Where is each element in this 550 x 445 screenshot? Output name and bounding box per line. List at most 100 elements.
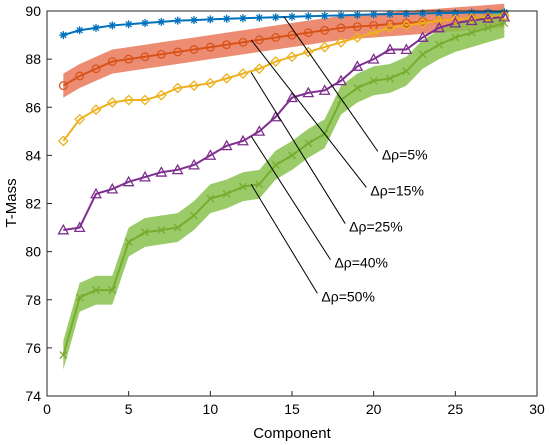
point-50 [108,286,117,295]
point-50 [402,67,411,76]
point-25 [221,72,233,84]
point-40 [335,74,347,86]
point-40 [220,139,233,151]
x-tick-label: 10 [203,401,219,417]
point-5 [467,8,476,17]
point-40 [367,52,380,64]
point-40 [318,84,331,95]
point-25 [270,56,282,67]
point-40 [155,166,168,177]
annotation-leader-25 [250,72,346,224]
point-40 [73,221,86,233]
line-40 [63,16,505,231]
x-tick-label: 15 [284,401,300,417]
annotation-label-5: Δρ=5% [382,146,428,162]
point-50 [255,180,264,189]
point-25 [302,46,314,58]
point-5 [288,12,296,21]
point-25 [204,77,216,89]
point-50 [92,286,100,295]
x-axis-label: Component [253,425,331,442]
point-50 [353,84,362,92]
x-axis-ticks: 0 5 10 15 20 25 30 [43,391,545,417]
point-25 [286,51,298,63]
point-25 [368,27,380,39]
point-40 [384,43,396,54]
y-tick-label: 80 [25,244,41,260]
annotation-label-50: Δρ=50% [321,288,375,304]
point-50 [124,238,133,246]
point-25 [351,32,363,43]
point-50 [239,182,247,191]
point-40 [286,91,298,103]
point-40 [237,134,249,146]
point-5 [386,10,394,19]
point-5 [173,16,182,25]
y-tick-label: 74 [25,388,41,404]
point-15 [91,64,101,74]
point-40 [106,182,119,194]
x-tick-label: 5 [125,401,133,417]
point-5 [271,13,280,22]
annotation-label-40: Δρ=40% [334,255,388,271]
line-50 [62,22,505,356]
point-50 [467,28,476,37]
point-5 [75,26,84,35]
point-40 [498,10,511,22]
annotation-label-15: Δρ=15% [370,182,424,198]
point-5 [255,13,264,22]
point-5 [124,20,133,29]
point-15 [352,22,362,32]
y-tick-label: 78 [25,292,41,308]
y-tick-label: 76 [25,340,41,356]
point-40 [139,170,151,182]
point-15 [124,54,134,64]
point-40 [416,31,429,42]
point-5 [206,15,215,24]
point-15 [173,47,183,57]
point-50 [386,74,394,83]
point-15 [385,19,395,29]
point-40 [122,175,135,187]
point-50 [484,23,492,32]
point-40 [171,163,184,175]
point-5 [92,23,100,32]
point-5 [239,14,247,23]
point-50 [190,211,198,220]
point-50 [59,351,68,360]
annotation-leader-40 [250,135,331,260]
point-15 [254,35,264,45]
point-50 [222,189,231,198]
point-5 [402,9,411,18]
point-5 [369,10,378,19]
annotations: Δρ=5% Δρ=15% Δρ=25% Δρ=40% Δρ=50% [250,16,428,304]
point-5 [108,21,117,30]
annotation-leader-15 [250,39,367,188]
point-40 [465,14,478,26]
point-15 [271,33,281,42]
point-25 [384,22,396,34]
y-axis-ticks: 74 76 78 80 82 84 86 88 90 [25,3,52,404]
point-50 [75,293,84,302]
point-25 [106,97,118,108]
y-axis-label: T-Mass [3,178,20,227]
point-15 [287,30,297,40]
point-50 [451,33,460,42]
point-50 [288,151,296,160]
x-tick-label: 30 [529,401,545,417]
point-15 [189,45,199,54]
annotation-leader-5 [283,16,379,152]
point-50 [141,228,149,237]
point-25 [237,68,249,79]
point-25 [433,15,445,27]
point-25 [188,80,200,92]
point-40 [188,158,200,170]
point-15 [58,81,68,91]
point-5 [353,10,362,19]
point-50 [206,194,215,203]
point-5 [337,11,345,20]
point-25 [449,14,461,25]
point-5 [435,9,443,18]
point-50 [271,161,280,169]
